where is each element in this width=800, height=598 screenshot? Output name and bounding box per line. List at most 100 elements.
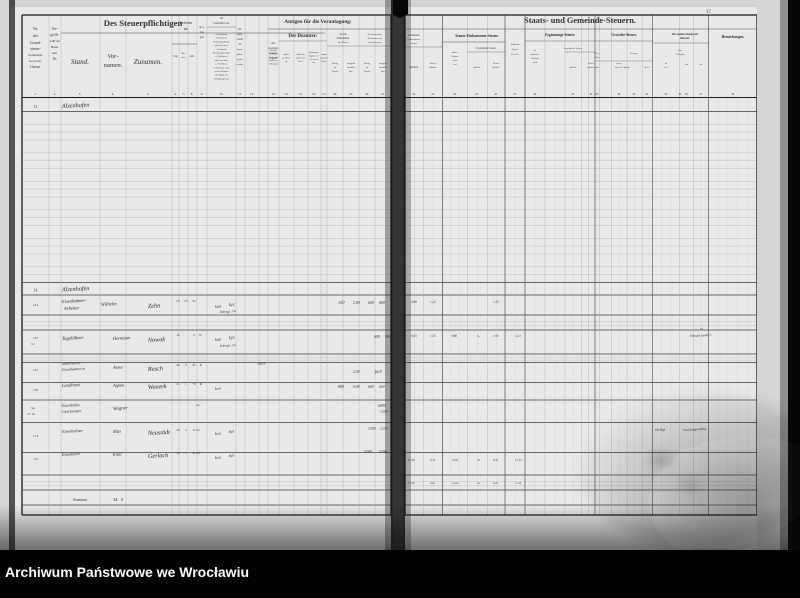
svg-text:5.: 5. (147, 92, 150, 96)
svg-text:800: 800 (338, 384, 344, 389)
svg-text:In pöpliche Steuer: In pöpliche Steuer (476, 47, 496, 50)
svg-text:a. Gemeinen,: a. Gemeinen, (215, 33, 228, 36)
svg-text:Be-: Be- (52, 26, 58, 31)
svg-text:Einkom.: Einkom. (451, 56, 459, 58)
svg-text:9,16: 9,16 (430, 482, 436, 485)
svg-text:im: im (366, 67, 369, 69)
svg-text:32.: 32. (617, 93, 621, 96)
svg-text:Steuer-Col.: Steuer-Col. (615, 67, 624, 69)
svg-text:Johannis: Johannis (511, 43, 520, 46)
svg-text:174: 174 (33, 434, 38, 438)
svg-text:Geschwister: Geschwister (62, 408, 82, 414)
svg-text:660: 660 (379, 300, 385, 305)
svg-text:e. Nichtdeut.,: e. Nichtdeut., (215, 63, 228, 66)
svg-text:nach dem: nach dem (320, 57, 328, 59)
svg-text:3700: 3700 (364, 450, 372, 454)
svg-text:Landhaus: Landhaus (61, 382, 81, 388)
svg-text:Steuer.: Steuer. (411, 42, 418, 45)
svg-text:Quote: Quote (512, 48, 519, 51)
svg-text:hält ein:: hält ein: (680, 37, 690, 40)
svg-text:29: 29 (176, 428, 180, 432)
svg-text:Hermann: Hermann (112, 335, 131, 341)
svg-text:Gemeinde-: Gemeinde- (28, 53, 43, 57)
svg-text:16: 16 (176, 451, 180, 455)
svg-text:70: 70 (199, 333, 203, 337)
svg-text:8.: 8. (191, 92, 194, 96)
svg-text:halt.: halt. (52, 51, 58, 55)
svg-text:Cl. 10: Cl. 10 (28, 413, 35, 416)
svg-text:21.: 21. (381, 92, 385, 96)
svg-text:16.: 16. (312, 92, 316, 96)
svg-text:kon: kon (215, 386, 221, 391)
svg-text:37.: 37. (699, 93, 703, 96)
svg-text:Vorjahre: Vorjahre (364, 71, 371, 73)
svg-text:Einkommen: Einkommen (337, 37, 350, 40)
svg-text:bis: bis (700, 64, 703, 66)
svg-text:Zeit bestimmte: Zeit bestimmte (368, 33, 382, 36)
svg-text:Eisenbahn-: Eisenbahn- (61, 402, 81, 408)
svg-text:Staats-Einkommen-Steuer.: Staats-Einkommen-Steuer. (455, 34, 498, 38)
svg-text:Nr.: Nr. (53, 57, 58, 61)
svg-text:6000: 6000 (378, 404, 386, 408)
svg-text:Gewerbe-Steuer.: Gewerbe-Steuer. (611, 33, 637, 37)
svg-text:3700: 3700 (379, 450, 387, 454)
svg-text:Staatsbürgersch.: Staatsbürgersch. (214, 77, 230, 80)
svg-text:Rohe: Rohe (594, 56, 599, 59)
svg-text:Einkommen-: Einkommen- (407, 38, 420, 41)
svg-text:Der Beamter:: Der Beamter: (288, 34, 318, 39)
svg-text:Wanzek: Wanzek (148, 383, 167, 391)
svg-text:Antigen für die Veranlagung:: Antigen für die Veranlagung: (284, 19, 352, 25)
svg-text:Classe.: Classe. (30, 64, 41, 69)
svg-text:fast!: fast! (375, 368, 383, 374)
svg-text:Gemeindesteuer: Gemeindesteuer (368, 42, 382, 44)
svg-text:92: 92 (193, 299, 197, 303)
svg-text:12: 12 (176, 333, 180, 337)
svg-text:23 u. 24.: 23 u. 24. (511, 54, 519, 56)
svg-text:2.: 2. (54, 92, 57, 96)
svg-text:Der: Der (595, 52, 599, 55)
svg-text:Ab-: Ab- (271, 41, 276, 45)
svg-text:Wagner: Wagner (113, 406, 128, 412)
svg-text:Anna: Anna (112, 364, 124, 370)
svg-text:auf: auf (454, 63, 457, 66)
svg-text:d. Nichtdeut.: d. Nichtdeut. (215, 55, 228, 58)
svg-text:örigkeit, wo-: örigkeit, wo- (309, 54, 320, 57)
svg-text:153: 153 (33, 457, 38, 461)
svg-text:Jahres-: Jahres- (452, 52, 459, 54)
svg-text:als: als (238, 43, 241, 46)
svg-text:135: 135 (33, 336, 38, 340)
svg-text:Viertel-: Viertel- (588, 63, 595, 65)
svg-text:jährlich.: jährlich. (623, 66, 631, 69)
svg-text:kon: kon (215, 303, 222, 309)
svg-text:jährlich.: jährlich. (409, 66, 419, 69)
svg-text:Rusch: Rusch (147, 365, 163, 373)
svg-text:29.: 29. (571, 93, 575, 96)
svg-text:Agnes: Agnes (112, 382, 125, 388)
svg-text:jährlich.: jährlich. (568, 66, 577, 69)
svg-text:Stand.: Stand. (71, 58, 89, 66)
svg-text:steuer-: steuer- (30, 46, 41, 51)
svg-text:Jahre: Jahre (349, 71, 353, 73)
svg-text:17.: 17. (322, 92, 326, 96)
svg-text:laufenden: laufenden (347, 66, 355, 69)
svg-text:anderer: anderer (321, 54, 327, 56)
svg-text:36.: 36. (685, 93, 689, 96)
svg-text:660: 660 (368, 300, 374, 305)
svg-text:Stufen, wo: Stufen, wo (269, 59, 278, 62)
svg-text:Zehn: Zehn (148, 302, 161, 310)
svg-text:7.: 7. (182, 92, 185, 96)
svg-text:Wilhelm: Wilhelm (101, 302, 117, 308)
svg-text:Betrag.: Betrag. (631, 52, 638, 55)
svg-text:viertel.: viertel. (644, 67, 650, 69)
svg-text:Des Steuerpflichtigen: Des Steuerpflichtigen (104, 18, 183, 28)
svg-text:Alzenhofen: Alzenhofen (61, 285, 90, 293)
svg-text:1500: 1500 (380, 410, 388, 414)
svg-text:12.: 12. (250, 92, 254, 96)
svg-text:18.: 18. (333, 92, 337, 96)
svg-text:namen.: namen. (104, 62, 123, 69)
svg-text:Eisenbahn: Eisenbahn (61, 451, 80, 457)
svg-text:6.: 6. (174, 92, 177, 96)
svg-text:Reichsangehörige,: Reichsangehörige, (213, 52, 231, 55)
svg-text:her erwor-: her erwor- (310, 59, 319, 61)
svg-text:Mo-: Mo- (181, 52, 185, 55)
